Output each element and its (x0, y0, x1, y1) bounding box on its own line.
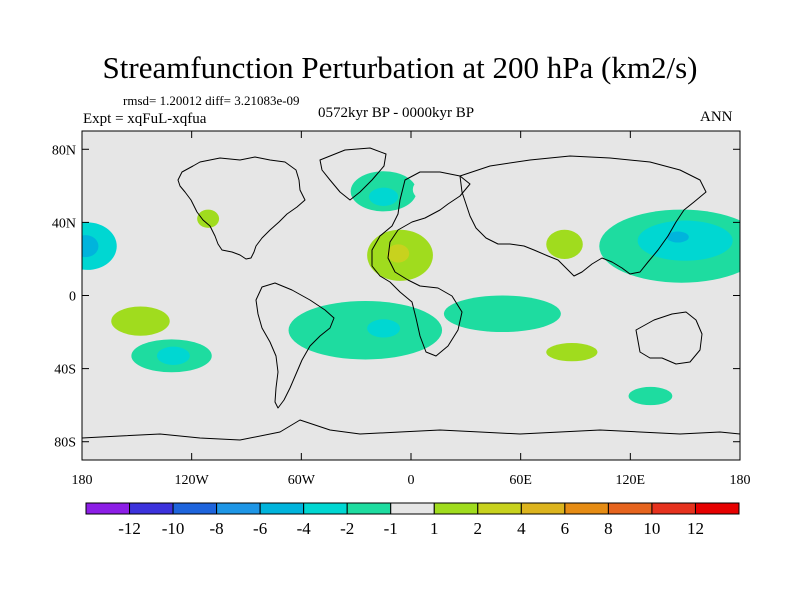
colorbar-swatch-5 (303, 502, 348, 515)
x-tick-label-0: 180 (72, 473, 93, 488)
colorbar-label-0: -12 (118, 519, 141, 538)
colorbar-swatch-13 (651, 502, 696, 515)
coast-north-america (177, 156, 306, 260)
coastlines (82, 147, 740, 441)
colorbar-label-6: -1 (384, 519, 398, 538)
colorbar-swatch-14 (694, 502, 740, 515)
x-axis: 180 120W 60W 0 60E 120E 180 (72, 131, 751, 488)
colorbar-swatch-11 (564, 502, 609, 515)
y-tick-label-1: 40N (52, 216, 76, 231)
colorbar-label-5: -2 (340, 519, 354, 538)
coast-greenland (319, 147, 387, 201)
contour-region-1 (82, 235, 99, 258)
coast-south-america (255, 282, 335, 409)
y-axis: 80N 40N 0 40S 80S (52, 143, 740, 451)
colorbar-label-9: 4 (517, 519, 526, 538)
contour-region-21 (367, 319, 401, 338)
colorbar-swatch-12 (607, 502, 653, 515)
y-tick-label-2: 0 (69, 290, 76, 305)
colorbar-label-7: 1 (430, 519, 439, 538)
contour-region-25 (612, 321, 700, 369)
contour-region-7 (412, 171, 494, 208)
contour-region-10 (387, 244, 410, 263)
contour-region-26 (725, 293, 740, 312)
x-tick-label-4: 60E (509, 473, 532, 488)
colorbar-swatch-10 (520, 502, 566, 515)
contour-region-19 (156, 346, 190, 365)
colorbar-swatch-8 (433, 502, 479, 515)
contour-region-17 (111, 306, 170, 336)
contour-region-24 (546, 343, 598, 362)
contour-region-27 (628, 386, 673, 406)
season-label: ANN (700, 109, 733, 125)
colorbar-label-2: -8 (210, 519, 224, 538)
contour-region-20 (288, 300, 443, 360)
y-tick-label-3: 40S (54, 363, 76, 378)
x-tick-label-3: 0 (408, 473, 415, 488)
colorbar-label-8: 2 (474, 519, 483, 538)
rmsd-diff-label: rmsd= 1.20012 diff= 3.21083e-09 (123, 93, 300, 108)
colorbar-label-1: -10 (162, 519, 185, 538)
colorbar-label-13: 12 (687, 519, 704, 538)
x-tick-label-2: 60W (288, 473, 316, 488)
coast-asia (459, 155, 707, 277)
experiment-label: Expt = xqFuL-xqfua (83, 111, 207, 127)
contour-region-6 (368, 187, 399, 206)
contour-region-0 (82, 222, 117, 270)
coast-antarctica (82, 419, 740, 441)
colorbar-label-11: 8 (604, 519, 613, 538)
contour-fills (82, 145, 740, 406)
colorbar-swatch-3 (216, 502, 261, 515)
colorbar-swatch-9 (477, 502, 522, 515)
contour-region-12 (546, 229, 583, 259)
colorbar-swatch-0 (85, 502, 131, 515)
x-tick-label-5: 120E (616, 473, 646, 488)
period-label: 0572kyr BP - 0000kyr BP (318, 105, 475, 121)
coast-australia (635, 311, 703, 365)
coast-europe-africa (371, 171, 471, 357)
contour-region-3 (197, 209, 220, 228)
colorbar-swatch-7 (390, 502, 435, 515)
y-tick-label-4: 80S (54, 436, 76, 451)
x-tick-label-1: 120W (175, 473, 210, 488)
contour-region-22 (443, 295, 561, 333)
contour-region-4 (297, 145, 349, 241)
colorbar-swatch-1 (129, 502, 174, 515)
colorbar-label-10: 6 (561, 519, 570, 538)
x-tick-label-6: 180 (730, 473, 751, 488)
colorbar-label-4: -4 (297, 519, 312, 538)
colorbar-swatch-4 (259, 502, 305, 515)
colorbar-swatch-6 (346, 502, 392, 515)
y-tick-label-0: 80N (52, 143, 76, 158)
contour-region-15 (666, 231, 689, 243)
colorbar-swatch-2 (172, 502, 218, 515)
chart-title: Streamfunction Perturbation at 200 hPa (… (102, 50, 698, 85)
colorbar-label-3: -6 (253, 519, 267, 538)
colorbar: -12 -10 -8 -6 -4 -2 -1 1 2 4 6 8 10 12 (85, 502, 740, 538)
colorbar-label-12: 10 (643, 519, 660, 538)
